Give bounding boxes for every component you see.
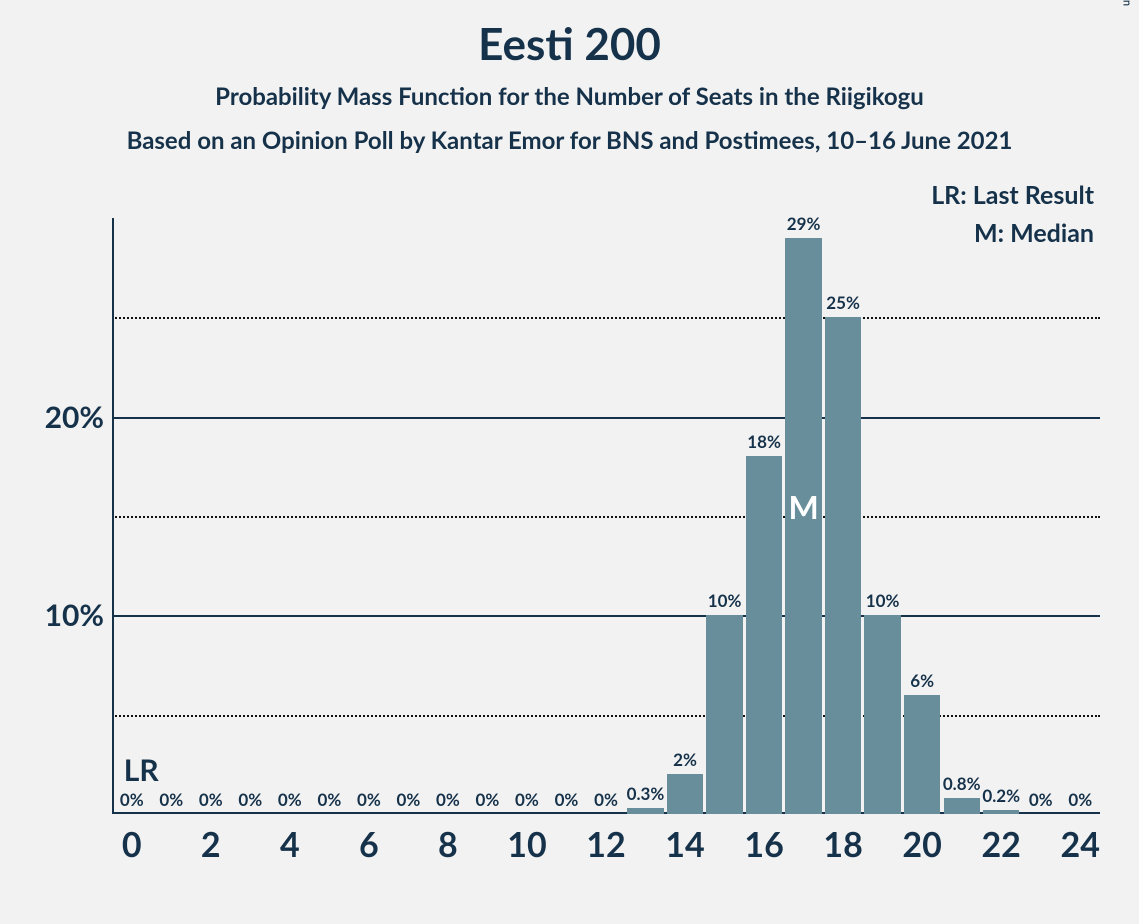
- last-result-mark: LR: [124, 752, 159, 788]
- bar: [864, 615, 900, 814]
- bar-value-label: 0%: [159, 789, 183, 810]
- bar-value-label: 0%: [555, 789, 579, 810]
- bar-value-label: 0%: [436, 789, 460, 810]
- bar-value-label: 0%: [278, 789, 302, 810]
- grid-major: [112, 417, 1100, 419]
- bar-value-label: 0%: [317, 789, 341, 810]
- bar-value-label: 0%: [120, 789, 144, 810]
- bar-value-label: 25%: [826, 292, 860, 313]
- grid-minor: [112, 715, 1100, 717]
- grid-major: [112, 615, 1100, 617]
- x-tick-label: 6: [359, 814, 379, 865]
- bar-value-label: 0.2%: [982, 785, 1020, 806]
- y-axis-line: [112, 218, 114, 814]
- x-tick-label: 0: [122, 814, 142, 865]
- bar: [944, 798, 980, 814]
- x-tick-label: 22: [981, 814, 1020, 865]
- bar-value-label: 0%: [476, 789, 500, 810]
- bar: [627, 808, 663, 814]
- x-tick-label: 16: [744, 814, 783, 865]
- bar: [667, 774, 703, 814]
- bar-value-label: 0%: [357, 789, 381, 810]
- x-tick-label: 14: [665, 814, 704, 865]
- x-tick-label: 8: [438, 814, 458, 865]
- bar: [706, 615, 742, 814]
- bar-value-label: 0.3%: [627, 783, 665, 804]
- x-tick-label: 18: [823, 814, 862, 865]
- bar-value-label: 0%: [1029, 789, 1053, 810]
- bar-value-label: 6%: [910, 670, 934, 691]
- grid-minor: [112, 516, 1100, 518]
- chart-subtitle-2: Based on an Opinion Poll by Kantar Emor …: [0, 126, 1139, 155]
- bar-value-label: 29%: [787, 213, 821, 234]
- copyright-text: © 2021 Filip van Laenen: [1120, 0, 1133, 6]
- bar-value-label: 0%: [594, 789, 618, 810]
- bar-value-label: 0%: [1068, 789, 1092, 810]
- x-tick-label: 10: [507, 814, 546, 865]
- plot-area: LR: Last Result M: Median 10%20%0%0%0%0%…: [112, 218, 1100, 814]
- bar: [785, 238, 821, 814]
- x-tick-label: 24: [1061, 814, 1100, 865]
- chart-subtitle-1: Probability Mass Function for the Number…: [0, 82, 1139, 111]
- bar: [904, 695, 940, 814]
- median-mark: M: [788, 487, 818, 526]
- legend-median: M: Median: [974, 218, 1094, 248]
- bar-value-label: 18%: [747, 431, 781, 452]
- bar-value-label: 0%: [238, 789, 262, 810]
- x-tick-label: 12: [586, 814, 625, 865]
- legend-last-result: LR: Last Result: [931, 180, 1094, 210]
- bar-value-label: 0%: [515, 789, 539, 810]
- chart-container: Eesti 200 Probability Mass Function for …: [0, 0, 1139, 924]
- x-tick-label: 2: [201, 814, 221, 865]
- bar-value-label: 0.8%: [943, 773, 981, 794]
- chart-title: Eesti 200: [0, 18, 1139, 70]
- x-tick-label: 20: [902, 814, 941, 865]
- grid-minor: [112, 317, 1100, 319]
- bar-value-label: 10%: [866, 590, 900, 611]
- bar: [825, 317, 861, 814]
- bar-value-label: 10%: [708, 590, 742, 611]
- y-tick-label: 10%: [45, 597, 112, 633]
- bar-value-label: 2%: [673, 749, 697, 770]
- bar: [746, 456, 782, 814]
- bar-value-label: 0%: [396, 789, 420, 810]
- x-tick-label: 4: [280, 814, 300, 865]
- y-tick-label: 20%: [45, 399, 112, 435]
- bar-value-label: 0%: [199, 789, 223, 810]
